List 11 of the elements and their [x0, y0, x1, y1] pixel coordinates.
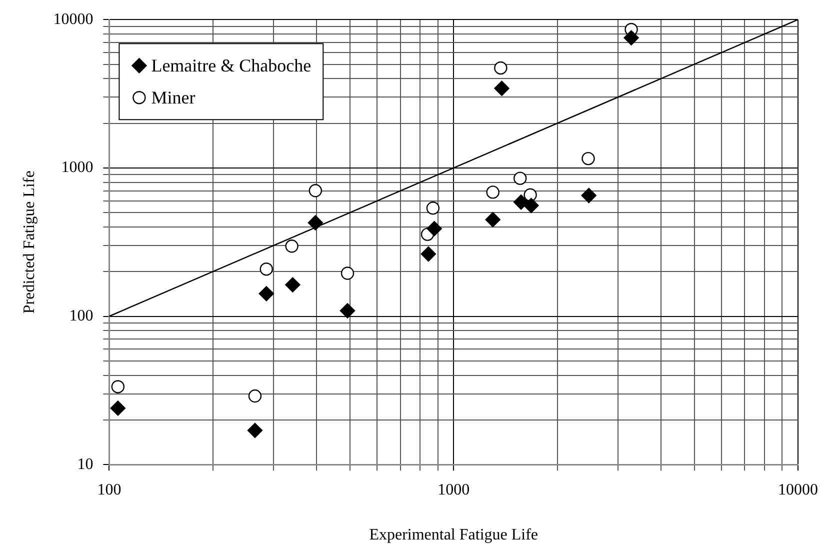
y-axis-title: Predicted Fatigue Life: [20, 170, 38, 314]
x-tick-label: 10000: [778, 481, 818, 498]
legend-label: Miner: [151, 87, 196, 108]
x-axis-title: Experimental Fatigue Life: [369, 526, 538, 544]
y-tick-label: 10: [77, 456, 94, 473]
x-tick-label: 1000: [438, 481, 470, 498]
x-tick-label: 100: [97, 481, 122, 498]
y-tick-label: 1000: [61, 159, 94, 176]
legend-label: Lemaitre & Chaboche: [151, 55, 312, 76]
y-tick-label: 10000: [53, 10, 94, 28]
y-tick-label: 100: [69, 307, 94, 324]
